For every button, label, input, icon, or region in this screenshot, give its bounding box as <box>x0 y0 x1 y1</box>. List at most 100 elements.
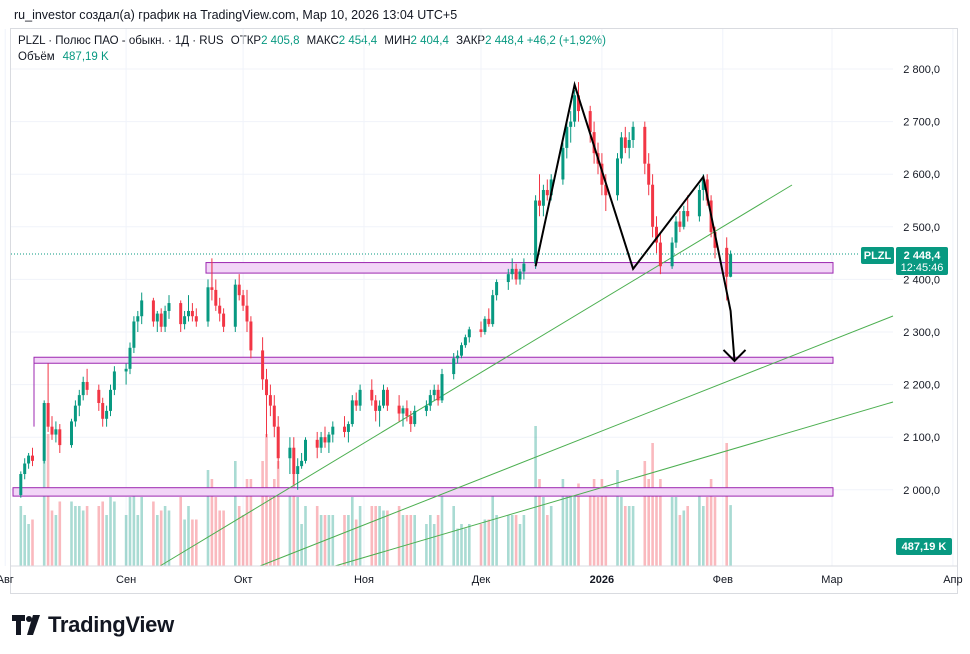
down-arrow-head <box>722 349 747 363</box>
volume-bar <box>85 506 89 566</box>
candle-body <box>300 460 304 467</box>
volume-bar <box>288 488 292 566</box>
candle-body <box>440 374 444 401</box>
candle-body <box>210 287 214 290</box>
candle-body <box>424 405 428 411</box>
candle-body <box>616 158 619 196</box>
candle-body <box>428 395 432 406</box>
low-value: 2 404,4 <box>410 35 449 47</box>
time-axis: Авг Сен Окт Ноя Дек 2026 Фев Мар Апр <box>0 565 963 586</box>
volume-bar <box>159 510 163 566</box>
volume-bar <box>265 434 268 566</box>
volume-bar <box>331 515 335 566</box>
tradingview-logo-icon <box>12 615 40 635</box>
price-tick-label: 2 700,0 <box>903 117 940 129</box>
open-label: ОТКР <box>230 35 262 47</box>
volume-bar <box>514 515 518 566</box>
volume-bar <box>101 501 104 566</box>
candle-body <box>46 403 50 427</box>
volume-bar <box>561 479 565 566</box>
symbol-description: PLZL · Полюс ПАО - обыкн. · 1Д · RUS <box>18 35 224 47</box>
volume-bar <box>627 506 631 566</box>
volume-bar <box>616 470 619 566</box>
candle-body <box>167 303 171 311</box>
candle-body <box>491 295 495 325</box>
candle-body <box>292 447 296 475</box>
volume-bar <box>132 488 136 566</box>
candle-body <box>705 179 709 201</box>
candle-body <box>697 189 701 217</box>
volume-bar <box>292 470 296 566</box>
volume-bar <box>261 461 264 566</box>
candle-body <box>432 389 436 396</box>
candle-body <box>573 95 577 122</box>
candle-body <box>549 179 553 196</box>
candle-body <box>460 345 463 356</box>
candle-body <box>346 424 350 432</box>
volume-bar <box>460 524 463 566</box>
candle-body <box>288 447 292 459</box>
candle-body <box>42 403 46 461</box>
volume-bar <box>54 515 58 566</box>
open-value: 2 405,8 <box>261 35 300 47</box>
volume-bar <box>624 506 627 566</box>
volume-bar <box>179 497 182 566</box>
volume-bar <box>409 515 413 566</box>
volume-bar <box>210 479 214 566</box>
candle-body <box>370 389 374 401</box>
volume-bar <box>195 519 198 566</box>
volume-bar <box>596 497 600 566</box>
candle-body <box>97 389 101 404</box>
tradingview-logo-text: TradingView <box>48 612 174 637</box>
volume-bar <box>382 510 385 566</box>
candle-body <box>331 426 335 435</box>
volume-bar <box>518 524 522 566</box>
support-zone <box>12 487 834 497</box>
candle-body <box>569 121 573 127</box>
candle-body <box>304 439 307 461</box>
candle-body <box>374 400 378 411</box>
volume-bar <box>206 470 210 566</box>
volume-bar <box>370 506 374 566</box>
support-zone <box>33 356 834 364</box>
price-tag: PLZL 2 448,4 12:45:46 <box>861 247 948 275</box>
candle-body <box>604 184 608 196</box>
volume-bar <box>50 510 54 566</box>
volume-bar <box>46 434 50 566</box>
candle-body <box>670 242 674 267</box>
candle-body <box>452 358 456 375</box>
volume-bar <box>483 519 487 566</box>
volume-bar <box>187 506 190 566</box>
candle-body <box>128 347 132 369</box>
volume-bar <box>113 501 116 566</box>
tradingview-logo[interactable]: TradingView <box>12 612 174 638</box>
candle-body <box>577 95 580 112</box>
volume-bar <box>163 506 167 566</box>
candle-body <box>643 126 647 164</box>
volume-bar <box>698 488 701 566</box>
volume-bar <box>429 515 432 566</box>
volume-bar <box>620 497 623 566</box>
volume-bar <box>378 506 381 566</box>
time-tick-label: Мар <box>821 574 843 586</box>
candle-body <box>214 289 218 306</box>
candle-body <box>187 310 190 317</box>
volume-tag-value: 487,19 K <box>902 541 947 553</box>
volume-bar <box>354 519 358 566</box>
volume-bar <box>343 515 346 566</box>
volume-bar <box>58 501 62 566</box>
trend-line-2 <box>259 315 894 567</box>
volume-bar <box>651 443 654 566</box>
volume-bar <box>686 506 689 566</box>
volume-bar <box>678 515 682 566</box>
volume-bar <box>569 497 572 566</box>
volume-bar <box>507 515 510 566</box>
price-tick-label: 2 600,0 <box>903 169 940 181</box>
candle-body <box>631 126 635 141</box>
volume-bar <box>78 506 81 566</box>
candle-body <box>155 313 159 322</box>
candle-body <box>159 313 163 327</box>
candle-body <box>296 466 300 475</box>
volume-bar <box>713 497 717 566</box>
